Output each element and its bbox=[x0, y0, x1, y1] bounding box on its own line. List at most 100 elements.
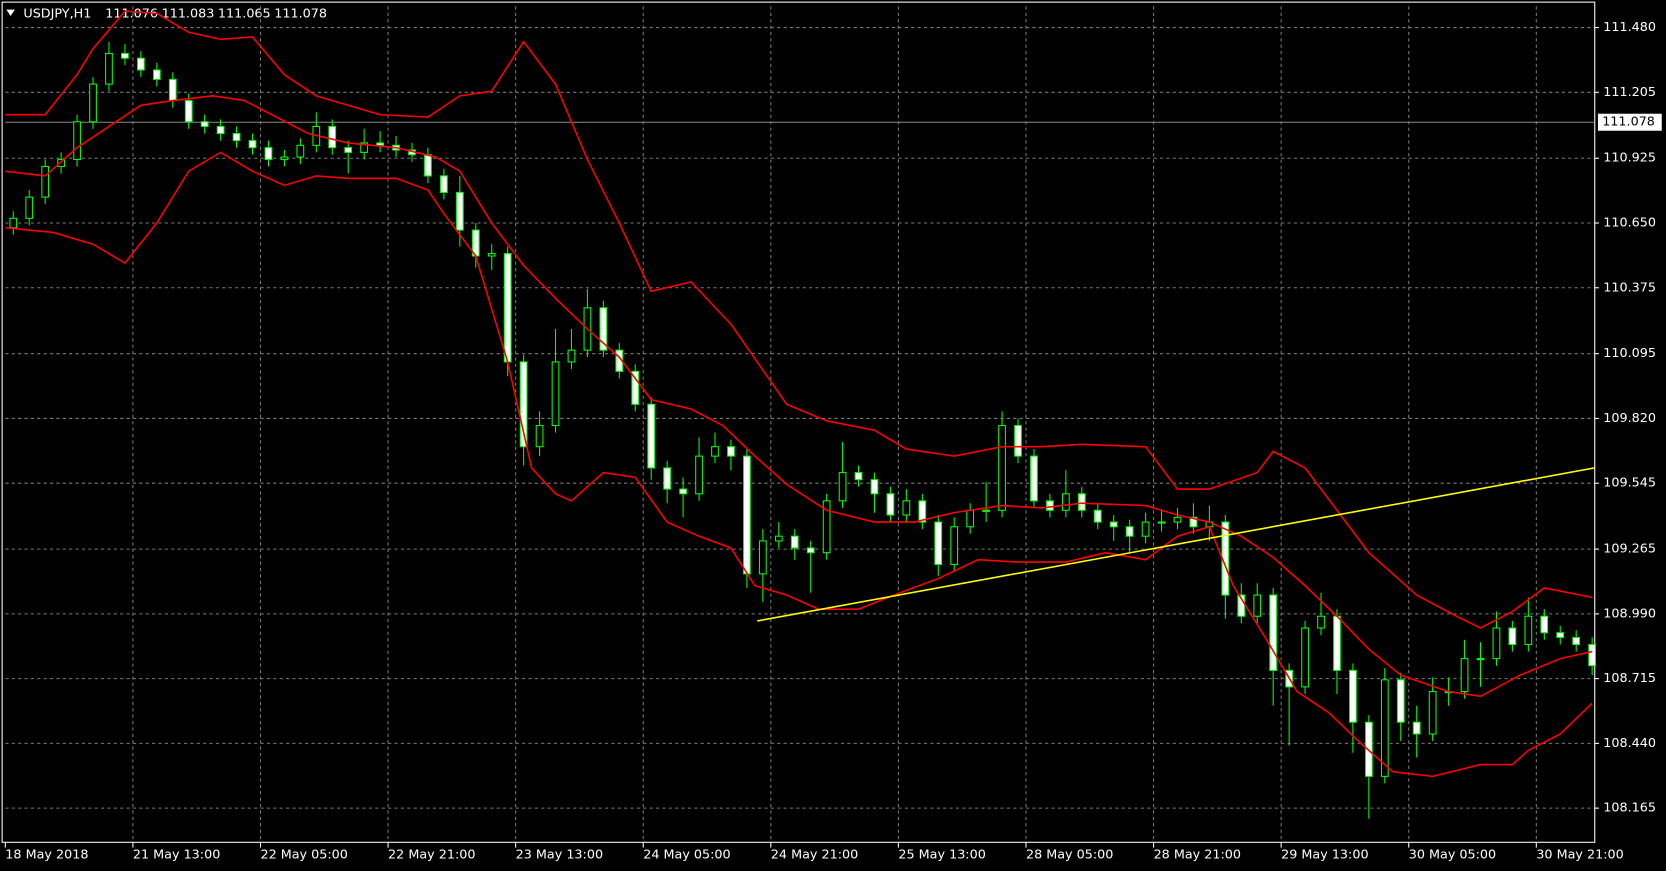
x-tick-label: 21 May 13:00 bbox=[133, 848, 220, 863]
x-tick-label: 24 May 21:00 bbox=[771, 848, 858, 863]
candle-body bbox=[1189, 516, 1198, 528]
candle-body bbox=[200, 121, 209, 128]
y-tick-label: 108.440 bbox=[1603, 736, 1656, 751]
candle-body bbox=[25, 196, 34, 219]
trendline bbox=[757, 467, 1595, 622]
x-tick-label: 29 May 13:00 bbox=[1281, 848, 1368, 863]
x-tick-label: 28 May 05:00 bbox=[1026, 848, 1113, 863]
candle-body bbox=[487, 253, 496, 257]
bollinger-band bbox=[5, 95, 1593, 698]
candle-body bbox=[57, 158, 66, 168]
candle-body bbox=[1476, 658, 1485, 661]
y-tick-label: 109.545 bbox=[1603, 476, 1656, 491]
candle-body bbox=[328, 125, 337, 149]
last-price-label: 111.078 bbox=[1602, 115, 1655, 130]
candle-body bbox=[727, 446, 735, 457]
candle-body bbox=[902, 500, 911, 516]
y-tick-label: 110.650 bbox=[1603, 216, 1656, 231]
plot-frame bbox=[1, 1, 1596, 843]
candle-body bbox=[838, 472, 847, 502]
candle-body bbox=[296, 144, 305, 158]
candle-body bbox=[216, 125, 225, 135]
candle-body bbox=[998, 424, 1006, 511]
y-tick-label: 110.375 bbox=[1603, 280, 1656, 295]
ohlc-high: 111.083 bbox=[162, 6, 215, 21]
candle-body bbox=[551, 361, 560, 427]
candle-body bbox=[89, 83, 97, 123]
candle-body bbox=[1492, 627, 1501, 660]
candle-body bbox=[711, 446, 719, 457]
candle-body bbox=[1364, 721, 1373, 777]
menu-triangle[interactable] bbox=[6, 9, 15, 16]
candle-body bbox=[1269, 594, 1278, 671]
candle-body bbox=[232, 133, 241, 142]
candle-body bbox=[1046, 500, 1054, 511]
candle-body bbox=[743, 455, 751, 575]
candle-body bbox=[1301, 627, 1309, 688]
candle-body bbox=[248, 140, 257, 149]
candle-body bbox=[663, 467, 672, 490]
candle-body bbox=[1061, 493, 1070, 511]
x-tick-label: 22 May 21:00 bbox=[388, 848, 475, 863]
candle-body bbox=[758, 540, 767, 575]
candle-body bbox=[1030, 455, 1038, 502]
candle-body bbox=[934, 521, 943, 565]
candle-body bbox=[599, 307, 608, 351]
candle-body bbox=[1556, 632, 1565, 638]
x-tick-label: 18 May 2018 bbox=[5, 848, 88, 863]
candle-body bbox=[9, 217, 18, 229]
symbol: USDJPY,H1 bbox=[23, 6, 91, 21]
candle-body bbox=[567, 349, 576, 363]
candle-body bbox=[168, 78, 177, 102]
x-tick-label: 24 May 05:00 bbox=[643, 848, 730, 863]
x-tick-label: 28 May 21:00 bbox=[1154, 848, 1241, 863]
x-tick-label: 25 May 13:00 bbox=[898, 848, 985, 863]
candle-body bbox=[264, 147, 273, 160]
candle-body bbox=[152, 69, 161, 80]
y-tick-label: 110.925 bbox=[1603, 151, 1656, 166]
candle-body bbox=[1380, 679, 1389, 777]
candle-body bbox=[1572, 636, 1581, 646]
candle-body bbox=[503, 253, 512, 363]
y-tick-label: 109.820 bbox=[1603, 411, 1656, 426]
candle-body bbox=[918, 500, 927, 523]
candle-body bbox=[184, 100, 193, 123]
candle-body bbox=[679, 488, 687, 495]
y-tick-label: 109.265 bbox=[1603, 542, 1656, 557]
candle-body bbox=[631, 370, 640, 405]
candle-body bbox=[1173, 516, 1182, 523]
candle-body bbox=[1125, 526, 1134, 537]
candle-body bbox=[1237, 594, 1246, 617]
candle-body bbox=[886, 493, 895, 516]
candle-body bbox=[440, 175, 448, 193]
candle-body bbox=[1540, 615, 1549, 634]
candle-body bbox=[822, 500, 831, 554]
candle-body bbox=[1109, 521, 1118, 528]
bollinger-band bbox=[5, 151, 1593, 778]
candle-body bbox=[1396, 679, 1405, 723]
candle-body bbox=[1014, 424, 1022, 457]
y-tick-label: 111.205 bbox=[1603, 85, 1656, 100]
candle-body bbox=[105, 52, 113, 85]
candle-body bbox=[41, 165, 50, 198]
candle-body bbox=[1157, 521, 1166, 524]
candle-body bbox=[519, 361, 528, 448]
candle-body bbox=[854, 472, 863, 481]
candle-body bbox=[647, 403, 656, 469]
candle-body bbox=[360, 142, 369, 153]
y-tick-label: 108.165 bbox=[1603, 801, 1656, 816]
candle-body bbox=[1077, 493, 1086, 511]
candle-body bbox=[1141, 521, 1150, 537]
candle-body bbox=[1508, 627, 1517, 646]
candle-body bbox=[1412, 721, 1421, 735]
candle-body bbox=[1588, 643, 1597, 667]
candle-body bbox=[1253, 594, 1262, 617]
candle-body bbox=[73, 121, 81, 160]
candle-body bbox=[121, 52, 129, 59]
last-price-box bbox=[1597, 113, 1662, 131]
y-tick-label: 108.715 bbox=[1603, 671, 1656, 686]
bollinger-band bbox=[5, 10, 1593, 629]
